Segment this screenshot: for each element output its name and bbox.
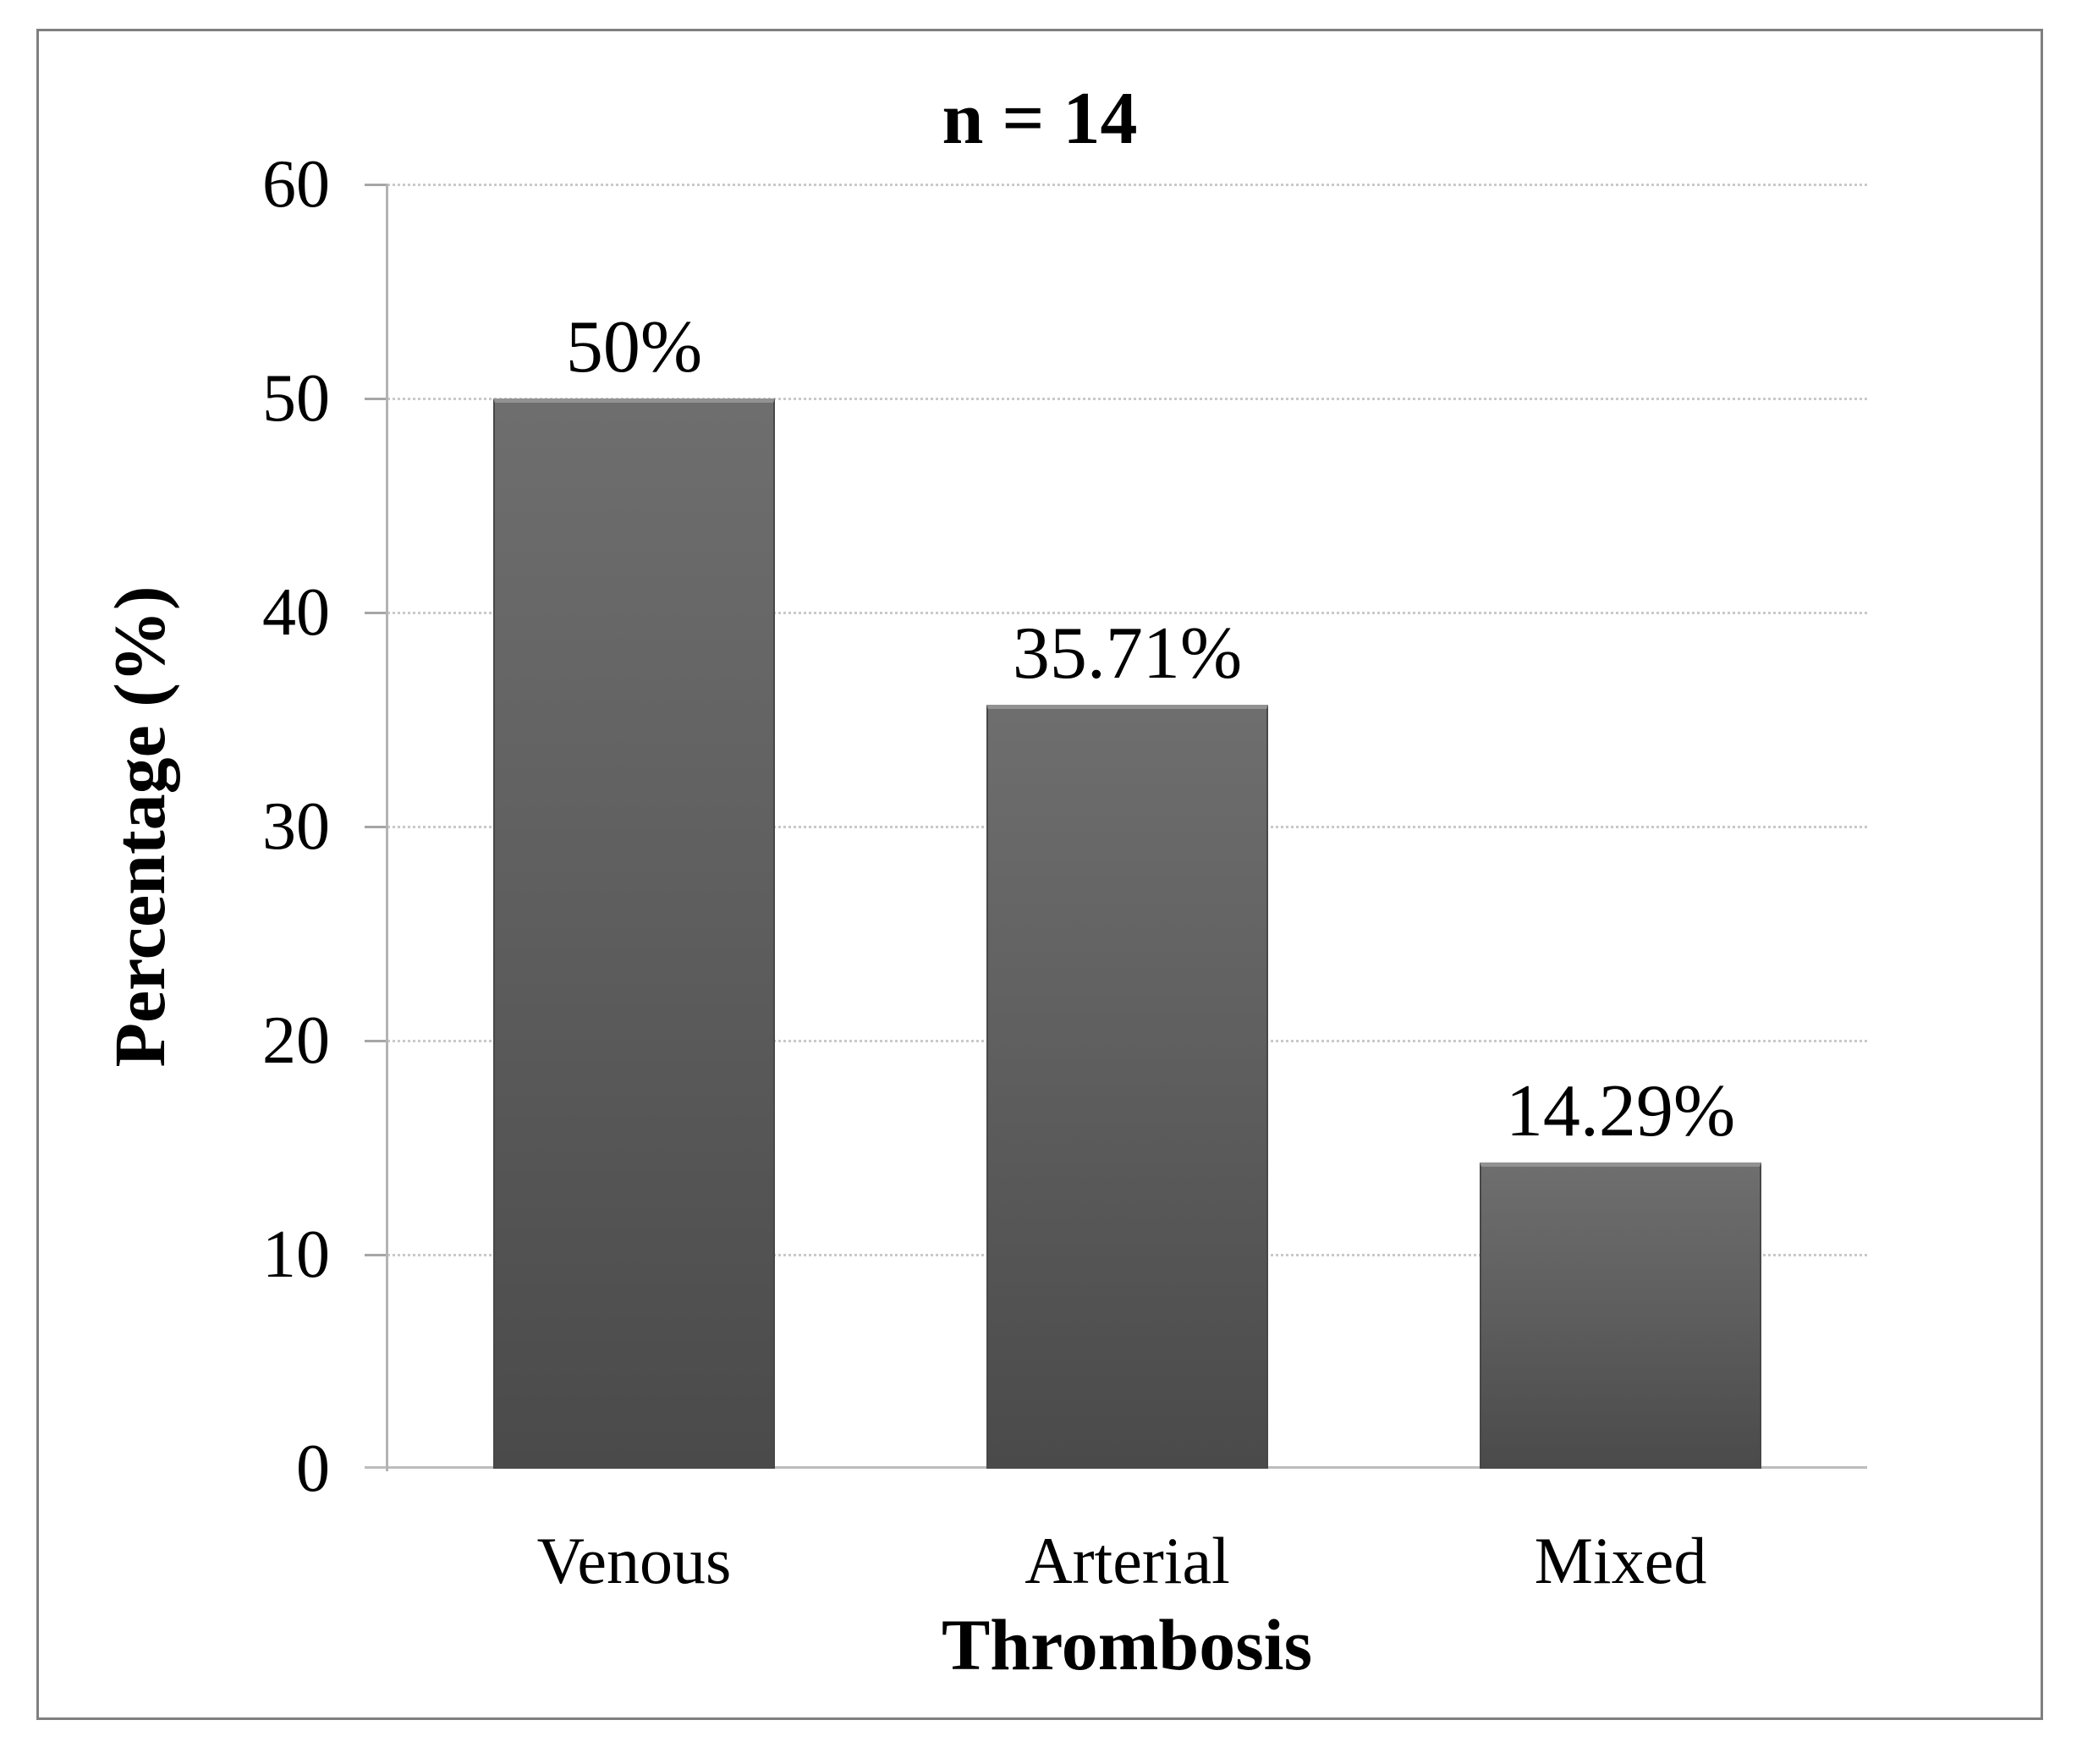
gridline [387, 612, 1867, 614]
y-axis-tick [365, 1040, 387, 1042]
y-tick-label: 20 [262, 1003, 330, 1078]
x-category-label: Venous [536, 1524, 732, 1597]
bar [986, 704, 1268, 1469]
bar-value-label: 50% [565, 306, 703, 388]
y-tick-label: 30 [262, 789, 330, 864]
y-tick-label: 60 [262, 147, 330, 222]
x-axis-title: Thrombosis [941, 1604, 1313, 1685]
y-axis-tick [365, 612, 387, 614]
y-axis-tick [365, 184, 387, 186]
gridline [387, 398, 1867, 400]
x-category-label: Arterial [1025, 1524, 1230, 1597]
y-axis-tick [365, 1254, 387, 1256]
bar-value-label: 35.71% [1012, 612, 1243, 695]
x-category-label: Mixed [1534, 1524, 1707, 1597]
y-tick-label: 10 [262, 1217, 330, 1292]
y-tick-label: 50 [262, 361, 330, 436]
y-tick-label: 40 [262, 575, 330, 650]
y-axis-tick [365, 398, 387, 400]
y-axis-tick [365, 826, 387, 828]
gridline [387, 184, 1867, 186]
y-axis-line [386, 184, 388, 1471]
plot-area: 0 10 20 30 40 50 60 50% Venous 35.71% Arterial 14.2… [262, 147, 1867, 1597]
bar [493, 398, 775, 1469]
bar [1480, 1162, 1761, 1469]
chart-title: n = 14 [942, 78, 1138, 160]
figure-frame: n = 14 Percentage (%) 0 10 20 30 40 50 60 50% Ve… [36, 29, 2043, 1720]
y-tick-label: 0 [296, 1432, 330, 1506]
bar-value-label: 14.29% [1505, 1070, 1736, 1153]
